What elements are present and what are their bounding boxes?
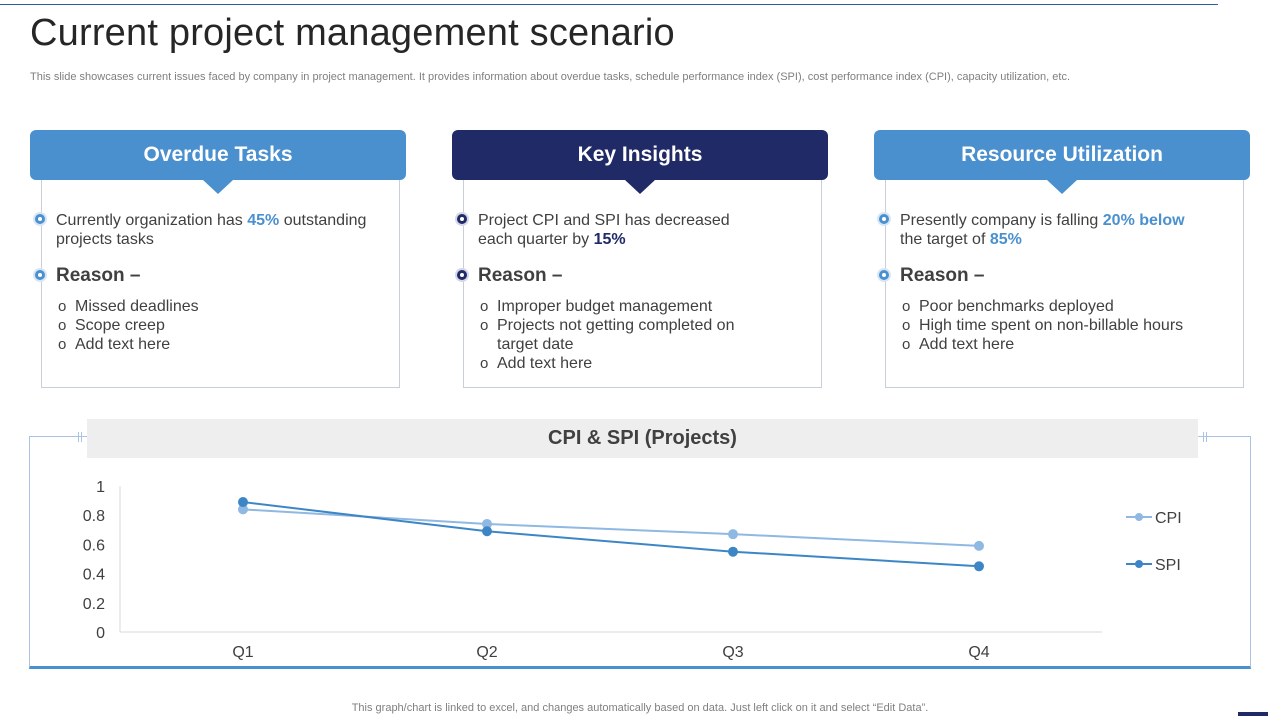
reason-label: Reason – [900,265,985,286]
reason-list: Missed deadlines Scope creep Add text he… [56,297,376,354]
card-statement: Currently organization has 45% outstandi… [56,211,376,249]
data-point-spi [728,546,738,557]
data-point-spi [974,561,984,572]
footer-note: This graph/chart is linked to excel, and… [351,702,929,714]
statement-text: outstanding projects tasks [56,212,367,248]
list-item: Missed deadlines [56,297,376,316]
card-pointer-arrow [1047,180,1077,194]
list-item: Improper budget management [478,297,758,316]
data-point-spi [238,497,248,508]
bullet-icon [35,214,45,224]
y-tick-label: 1 [96,479,105,496]
data-point-cpi [974,540,984,551]
card-key-insights: Key Insights Project CPI and SPI has dec… [452,130,828,388]
card-header: Key Insights [452,130,828,180]
statement-highlight: 20% below [1102,212,1185,229]
series-line-spi [242,501,980,568]
reason-label: Reason – [56,265,141,286]
legend-swatch-marker [1135,560,1143,568]
card-header: Overdue Tasks [30,130,406,180]
legend-label-spi: SPI [1155,557,1181,574]
x-tick-label: Q1 [232,644,253,661]
list-item: Add text here [900,335,1220,354]
card-pointer-arrow [625,180,655,194]
list-item: Add text here [478,354,758,373]
data-point-cpi [482,518,492,529]
statement-highlight: 15% [593,231,626,248]
x-tick-label: Q2 [476,644,497,661]
reason-list: Improper budget management Projects not … [478,297,758,373]
list-item: Poor benchmarks deployed [900,297,1220,316]
data-point-cpi [238,504,248,515]
statement-text: Presently company is falling [900,212,1103,229]
y-tick-label: 0.2 [83,596,105,613]
top-rule [0,4,1218,5]
card-statement: Presently company is falling 20% below t… [900,211,1200,249]
legend-label-cpi: CPI [1155,510,1182,527]
bullet-icon [35,270,45,280]
y-tick-label: 0.4 [83,567,105,584]
card-resource-utilization: Resource Utilization Presently company i… [874,130,1250,388]
bullet-icon [457,270,467,280]
statement-text: Currently organization has [56,212,248,229]
legend-swatch-marker [1135,513,1143,521]
y-tick-label: 0.8 [83,508,105,525]
card-header: Resource Utilization [874,130,1250,180]
card-statement: Project CPI and SPI has decreased each q… [478,211,748,249]
bullet-icon [879,270,889,280]
x-tick-label: Q4 [968,644,989,661]
reason-label: Reason – [478,265,563,286]
page-subtitle: This slide showcases current issues face… [30,71,1070,83]
card-overdue-tasks: Overdue Tasks Currently organization has… [30,130,406,388]
frame-cap [78,432,82,442]
data-point-cpi [728,529,738,540]
list-item: Projects not getting completed on target… [478,316,758,354]
data-point-spi [482,526,492,537]
y-tick-label: 0.6 [83,537,105,554]
bullet-icon [457,214,467,224]
x-tick-label: Q3 [722,644,743,661]
list-item: High time spent on non-billable hours [900,316,1220,335]
list-item: Add text here [56,335,376,354]
statement-text: the target of [900,231,990,248]
card-pointer-arrow [203,180,233,194]
bullet-icon [879,214,889,224]
reason-list: Poor benchmarks deployed High time spent… [900,297,1220,354]
statement-text: Project CPI and SPI has decreased each q… [478,212,730,248]
corner-mark [1238,712,1268,716]
frame-cap [1203,432,1207,442]
statement-highlight: 85% [989,231,1022,248]
page-title: Current project management scenario [30,12,675,54]
list-item: Scope creep [56,316,376,335]
statement-highlight: 45% [247,212,280,229]
chart-title: CPI & SPI (Projects) [87,419,1198,458]
y-tick-label: 0 [96,625,105,642]
